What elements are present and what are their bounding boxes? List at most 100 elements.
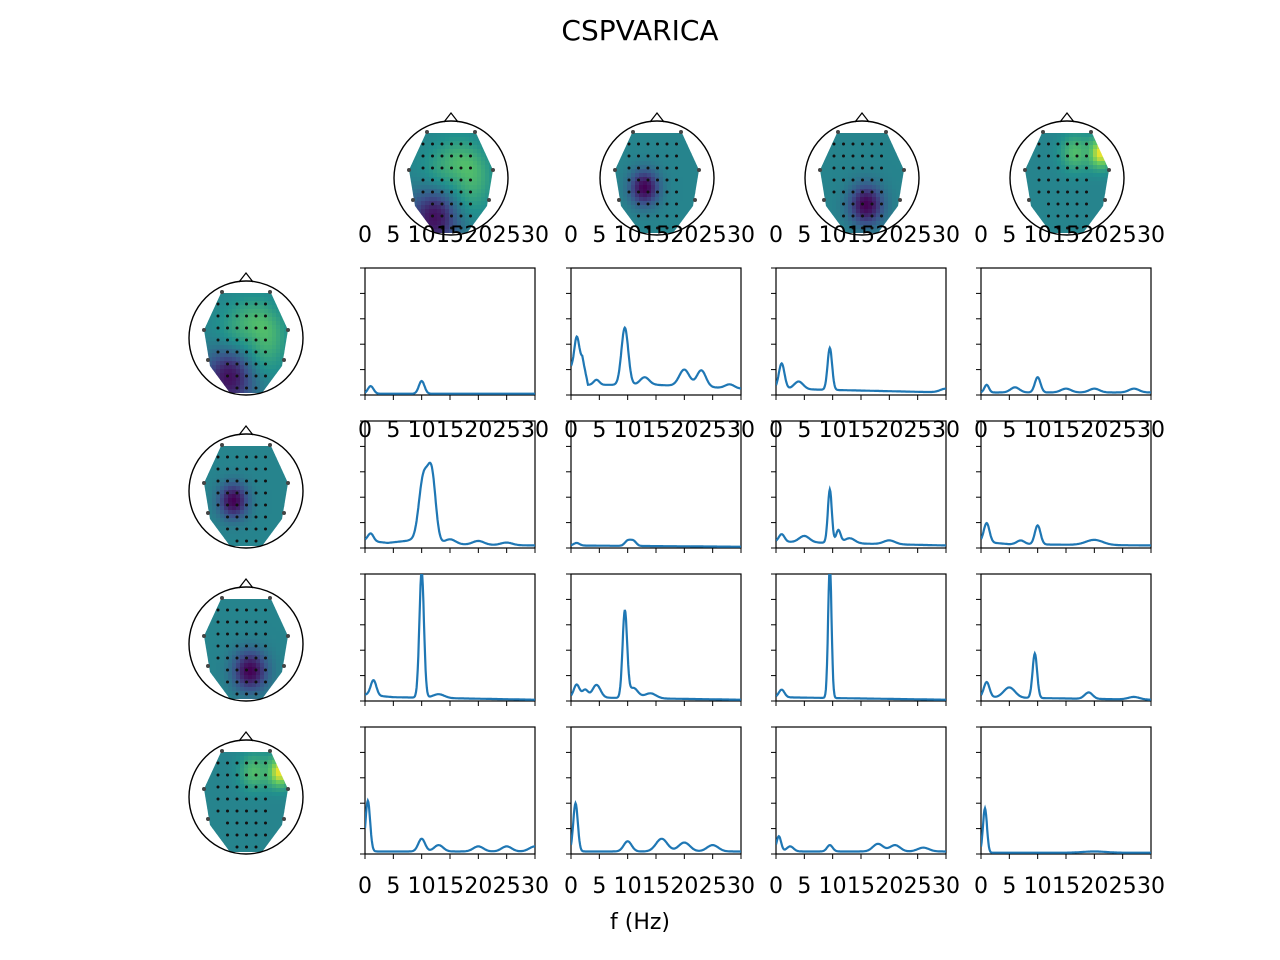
electrode-dot [697,168,701,172]
electrode-dot [264,504,267,507]
electrode-dot [264,492,267,495]
spectrum-panel-r3-c3 [771,565,946,706]
x-tick-label: 20 [464,418,492,443]
electrode-dot [236,846,239,849]
electrode-dot [1085,179,1088,182]
electrode-dot [226,681,229,684]
electrode-dot [1057,191,1060,194]
electrode-dot [206,664,210,668]
electrode-dot [450,167,453,170]
electrode-dot [264,822,267,825]
electrode-dot [637,191,640,194]
x-tick-label: 0 [974,874,988,899]
electrode-dot [236,339,239,342]
electrode-dot [1066,155,1069,158]
x-tick-label: 25 [1109,223,1137,248]
electrode-dot [861,215,864,218]
electrode-dot [407,168,411,172]
x-tick-label: 5 [1002,874,1016,899]
electrode-dot [226,363,229,366]
electrode-dot [871,191,874,194]
electrode-dot [1057,179,1060,182]
electrode-dot [460,167,463,170]
x-tick-label: 30 [727,418,755,443]
electrode-dot [245,786,248,789]
electrode-dot [675,179,678,182]
electrode-dot [637,203,640,206]
electrode-dot [647,167,650,170]
electrode-dot [245,810,248,813]
electrode-dot [245,633,248,636]
electrode-dot [245,693,248,696]
electrode-dot [647,143,650,146]
topomap-col-1 [394,113,508,236]
electrode-dot [236,669,239,672]
electrode-dot [226,351,229,354]
electrode-dot [656,143,659,146]
electrode-dot [236,798,239,801]
x-tick-label: 15 [436,223,464,248]
electrode-dot [675,191,678,194]
x-tick-label: 15 [1052,223,1080,248]
electrode-dot [245,669,248,672]
electrode-dot [245,387,248,390]
electrode-dot [898,198,902,202]
electrode-dot [1047,215,1050,218]
electrode-dot [286,481,290,485]
electrode-dot [255,762,258,765]
electrode-dot [902,168,906,172]
spectrum-panel-r3-c1 [360,571,535,706]
electrode-dot [666,179,669,182]
electrode-dot [226,492,229,495]
electrode-dot [264,657,267,660]
x-tick-label: 30 [521,418,549,443]
electrode-dot [264,339,267,342]
electrode-dot [1076,167,1079,170]
x-tick-label: 25 [493,223,521,248]
electrode-dot [255,468,258,471]
electrode-dot [255,633,258,636]
x-tick-label: 30 [1137,223,1165,248]
electrode-dot [264,327,267,330]
electrode-dot [255,786,258,789]
electrode-dot [1038,191,1041,194]
electrode-dot [264,621,267,624]
electrode-dot [487,198,491,202]
spectrum-panel-r4-c2 [566,727,741,859]
x-tick-label: 0 [564,874,578,899]
electrode-dot [1085,167,1088,170]
electrode-dot [871,179,874,182]
axes-frame [981,268,1151,395]
electrode-dot [282,817,286,821]
electrode-dot [666,215,669,218]
electrode-dot [469,167,472,170]
electrode-dot [202,787,206,791]
x-tick-label: 30 [1137,418,1165,443]
electrode-dot [880,203,883,206]
electrode-dot [245,363,248,366]
electrode-dot [217,645,220,648]
electrode-dot [245,528,248,531]
electrode-dot [264,810,267,813]
axes-frame [365,574,535,701]
x-tick-label: 10 [614,418,642,443]
electrode-dot [220,290,224,294]
x-tick-label: 5 [1002,223,1016,248]
x-tick-label: 15 [436,418,464,443]
electrode-dot [647,179,650,182]
electrode-dot [245,540,248,543]
electrode-dot [852,179,855,182]
electrode-dot [628,179,631,182]
electrode-dot [431,143,434,146]
electrode-dot [1085,215,1088,218]
electrode-dot [460,191,463,194]
electrode-dot [245,327,248,330]
electrode-dot [1076,179,1079,182]
x-tick-label: 5 [592,223,606,248]
x-tick-label: 20 [875,223,903,248]
electrode-dot [264,375,267,378]
electrode-dot [861,191,864,194]
topomap-row-4 [189,732,303,855]
electrode-dot [460,155,463,158]
electrode-dot [236,540,239,543]
